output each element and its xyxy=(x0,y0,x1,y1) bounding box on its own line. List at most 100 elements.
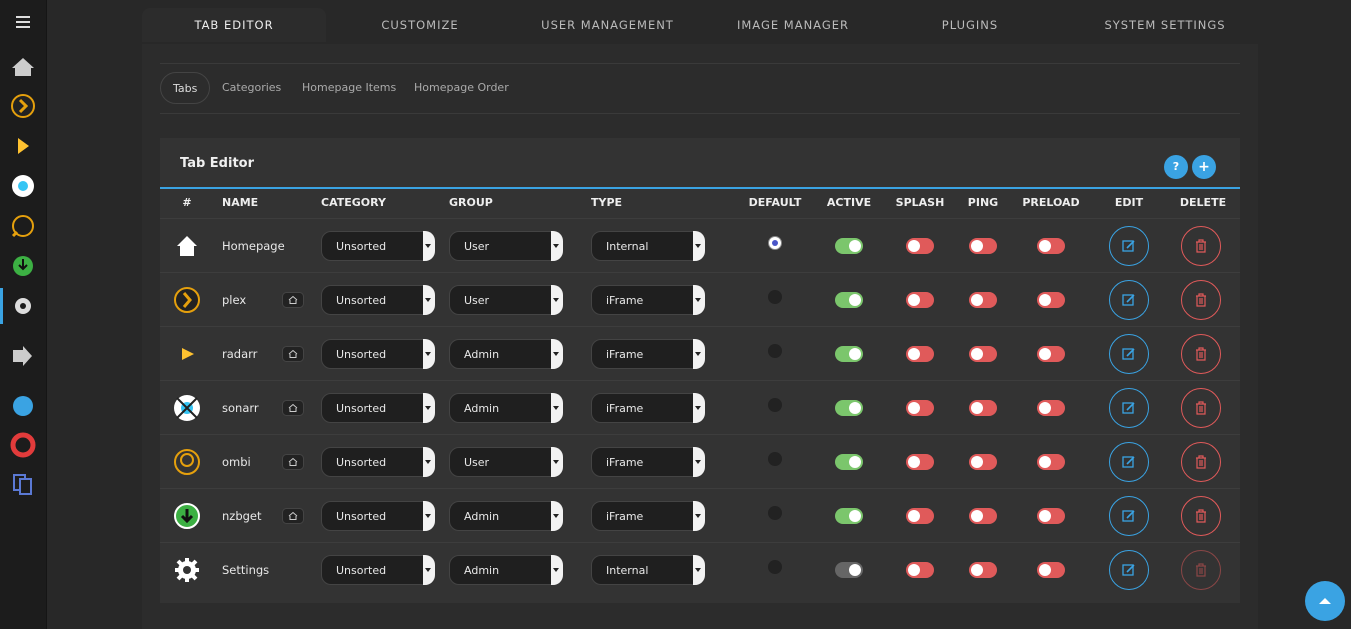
scroll-top-button[interactable] xyxy=(1305,581,1345,621)
type-select[interactable]: iFrame xyxy=(591,393,705,423)
default-radio[interactable] xyxy=(768,290,782,304)
toggle[interactable] xyxy=(835,238,863,254)
toggle[interactable] xyxy=(835,400,863,416)
table-row: Settings Unsorted Admin Internal xyxy=(160,542,1240,596)
category-select[interactable]: Unsorted xyxy=(321,285,435,315)
toggle[interactable] xyxy=(1037,400,1065,416)
toggle[interactable] xyxy=(1037,238,1065,254)
tab-name: nzbget xyxy=(222,509,262,523)
add-button[interactable]: + xyxy=(1192,155,1216,179)
default-cell xyxy=(755,489,795,543)
type-select[interactable]: iFrame xyxy=(591,339,705,369)
edit-button[interactable] xyxy=(1109,442,1149,482)
sidebar xyxy=(0,0,47,629)
edit-button[interactable] xyxy=(1109,550,1149,590)
toggle[interactable] xyxy=(906,508,934,524)
column-header: ACTIVE xyxy=(826,196,872,209)
toggle[interactable] xyxy=(835,562,863,578)
toggle[interactable] xyxy=(969,238,997,254)
delete-button[interactable] xyxy=(1181,496,1221,536)
toggle[interactable] xyxy=(906,400,934,416)
nav-tab[interactable]: PLUGINS xyxy=(941,18,999,32)
group-select[interactable]: Admin xyxy=(449,339,563,369)
table-row: ombi Unsorted User iFrame xyxy=(160,434,1240,488)
toggle[interactable] xyxy=(906,562,934,578)
toggle[interactable] xyxy=(906,292,934,308)
category-select[interactable]: Unsorted xyxy=(321,447,435,477)
type-cell: Internal xyxy=(591,219,711,273)
category-select[interactable]: Unsorted xyxy=(321,501,435,531)
help-button[interactable]: ? xyxy=(1164,155,1188,179)
ping-cell xyxy=(963,381,1003,435)
ping-cell xyxy=(963,327,1003,381)
toggle[interactable] xyxy=(969,508,997,524)
toggle[interactable] xyxy=(835,346,863,362)
type-select[interactable]: Internal xyxy=(591,555,705,585)
default-radio[interactable] xyxy=(768,398,782,412)
group-select[interactable]: User xyxy=(449,285,563,315)
type-select[interactable]: Internal xyxy=(591,231,705,261)
nav-tab[interactable]: TAB EDITOR xyxy=(142,8,326,42)
toggle[interactable] xyxy=(835,508,863,524)
default-radio[interactable] xyxy=(768,344,782,358)
column-header: PING xyxy=(967,196,999,209)
nav-tab[interactable]: CUSTOMIZE xyxy=(381,18,459,32)
edit-button[interactable] xyxy=(1109,226,1149,266)
toggle[interactable] xyxy=(1037,292,1065,308)
sub-tab[interactable]: Homepage Order xyxy=(414,81,509,94)
toggle[interactable] xyxy=(969,400,997,416)
nav-tab[interactable]: IMAGE MANAGER xyxy=(736,18,850,32)
toggle[interactable] xyxy=(906,454,934,470)
delete-button[interactable] xyxy=(1181,280,1221,320)
select-text: iFrame xyxy=(606,347,644,361)
table-row: Homepage Unsorted User Internal xyxy=(160,218,1240,272)
category-select[interactable]: Unsorted xyxy=(321,339,435,369)
toggle[interactable] xyxy=(906,346,934,362)
delete-button[interactable] xyxy=(1181,442,1221,482)
toggle[interactable] xyxy=(835,454,863,470)
toggle[interactable] xyxy=(835,292,863,308)
sub-tab[interactable]: Tabs xyxy=(160,72,211,104)
edit-button[interactable] xyxy=(1109,280,1149,320)
toggle[interactable] xyxy=(969,454,997,470)
default-radio[interactable] xyxy=(768,452,782,466)
default-radio[interactable] xyxy=(768,560,782,574)
edit-button[interactable] xyxy=(1109,496,1149,536)
toggle[interactable] xyxy=(1037,454,1065,470)
nav-tab[interactable]: SYSTEM SETTINGS xyxy=(1104,18,1226,32)
category-cell: Unsorted xyxy=(321,273,441,327)
group-select[interactable]: Admin xyxy=(449,501,563,531)
default-radio[interactable] xyxy=(768,506,782,520)
toggle[interactable] xyxy=(1037,346,1065,362)
nav-tab[interactable]: USER MANAGEMENT xyxy=(541,18,674,32)
group-select[interactable]: Admin xyxy=(449,393,563,423)
sub-tab[interactable]: Homepage Items xyxy=(302,81,397,94)
category-select[interactable]: Unsorted xyxy=(321,231,435,261)
edit-button[interactable] xyxy=(1109,388,1149,428)
toggle[interactable] xyxy=(969,562,997,578)
toggle[interactable] xyxy=(906,238,934,254)
toggle[interactable] xyxy=(1037,562,1065,578)
group-select[interactable]: Admin xyxy=(449,555,563,585)
group-select[interactable]: User xyxy=(449,231,563,261)
category-select[interactable]: Unsorted xyxy=(321,393,435,423)
type-select[interactable]: iFrame xyxy=(591,501,705,531)
type-select[interactable]: iFrame xyxy=(591,285,705,315)
type-select[interactable]: iFrame xyxy=(591,447,705,477)
toggle[interactable] xyxy=(969,346,997,362)
edit-button[interactable] xyxy=(1109,334,1149,374)
default-radio[interactable] xyxy=(768,236,782,250)
default-cell xyxy=(755,543,795,597)
toggle[interactable] xyxy=(969,292,997,308)
sub-tab[interactable]: Categories xyxy=(222,81,282,94)
delete-button[interactable] xyxy=(1181,550,1221,590)
edit-cell xyxy=(1109,381,1149,435)
delete-button[interactable] xyxy=(1181,226,1221,266)
category-select[interactable]: Unsorted xyxy=(321,555,435,585)
delete-button[interactable] xyxy=(1181,334,1221,374)
toggle[interactable] xyxy=(1037,508,1065,524)
tab-icon xyxy=(167,273,207,327)
delete-button[interactable] xyxy=(1181,388,1221,428)
group-select[interactable]: User xyxy=(449,447,563,477)
type-cell: iFrame xyxy=(591,327,711,381)
